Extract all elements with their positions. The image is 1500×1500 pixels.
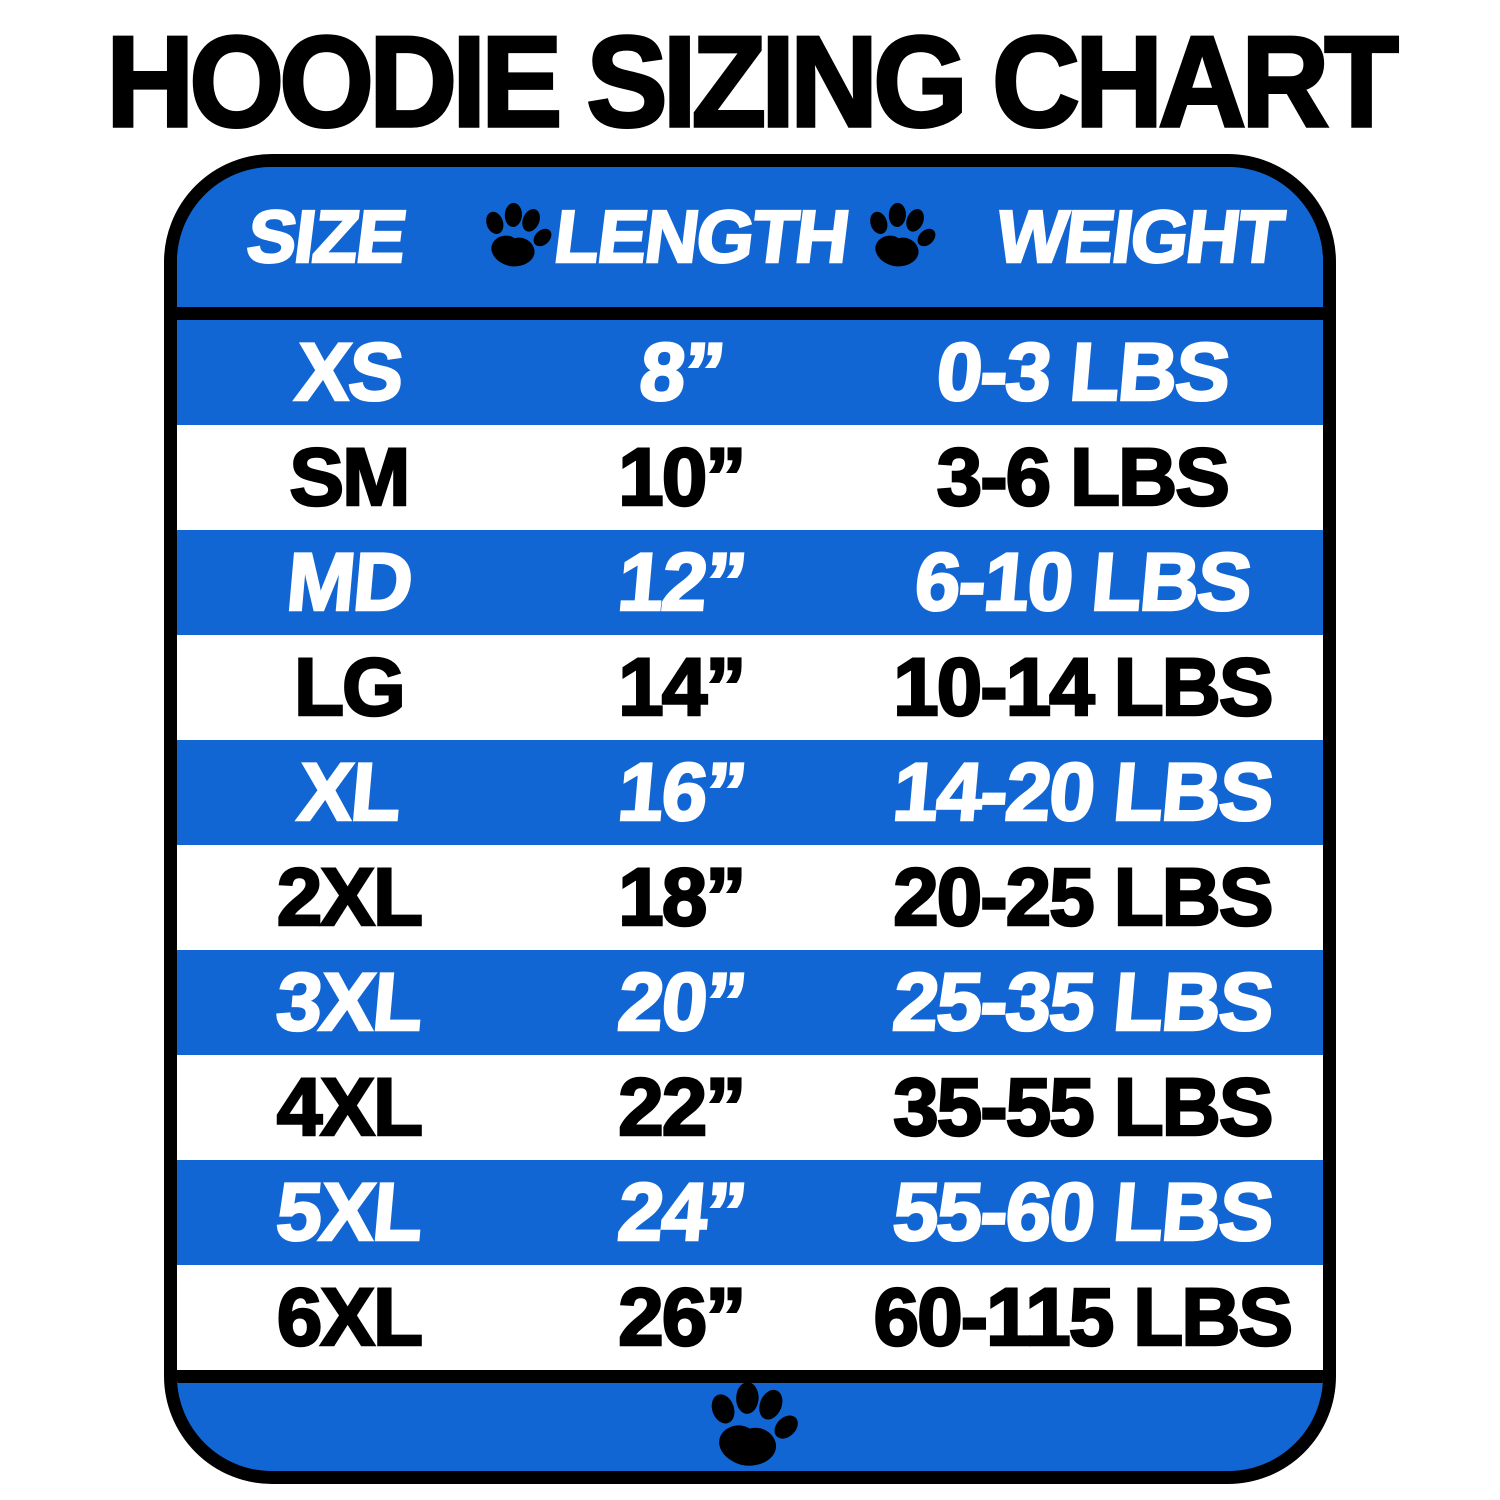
length-cell: 26” — [617, 1271, 748, 1363]
sizing-card: SIZE LENGTH WEIGHT XS 8” 0-3 LBS SM 10” 3-6 L… — [164, 154, 1336, 1484]
page-title: HOODIE SIZING CHART — [105, 9, 1401, 154]
length-cell: 22” — [617, 1061, 748, 1153]
size-cell: LG — [293, 641, 407, 733]
weight-cell: 14-20 LBS — [888, 745, 1277, 839]
weight-cell: 35-55 LBS — [892, 1061, 1275, 1153]
paw-icon — [859, 197, 943, 273]
size-cell: 4XL — [275, 1061, 424, 1153]
weight-cell: 3-6 LBS — [935, 431, 1231, 523]
size-cell: 3XL — [272, 955, 427, 1049]
table-row: 5XL 24” 55-60 LBS — [177, 1160, 1323, 1265]
length-cell: 20” — [613, 955, 750, 1049]
length-cell: 16” — [613, 745, 750, 839]
length-cell: 8” — [635, 325, 728, 419]
table-row: LG 14” 10-14 LBS — [177, 635, 1323, 740]
table-row: 6XL 26” 60-115 LBS — [177, 1265, 1323, 1370]
table-row: 2XL 18” 20-25 LBS — [177, 845, 1323, 950]
table-row: XS 8” 0-3 LBS — [177, 320, 1323, 425]
header-weight-label: WEIGHT — [991, 194, 1288, 280]
size-cell: MD — [282, 535, 416, 629]
size-cell: 5XL — [272, 1165, 427, 1259]
table-body: XS 8” 0-3 LBS SM 10” 3-6 LBS MD 12” 6-10 LBS LG 14… — [177, 320, 1323, 1370]
length-cell: 12” — [613, 535, 750, 629]
table-row: MD 12” 6-10 LBS — [177, 530, 1323, 635]
weight-cell: 55-60 LBS — [888, 1165, 1277, 1259]
weight-cell: 20-25 LBS — [892, 851, 1275, 943]
size-cell: SM — [288, 431, 411, 523]
weight-cell: 60-115 LBS — [872, 1271, 1294, 1363]
table-row: XL 16” 14-20 LBS — [177, 740, 1323, 845]
length-cell: 14” — [617, 641, 748, 733]
length-cell: 18” — [617, 851, 748, 943]
header-length-label: LENGTH — [549, 194, 854, 280]
size-cell: 6XL — [275, 1271, 424, 1363]
table-row: SM 10” 3-6 LBS — [177, 425, 1323, 530]
weight-cell: 25-35 LBS — [888, 955, 1277, 1049]
size-cell: XL — [293, 745, 404, 839]
header-size-label: SIZE — [241, 194, 410, 280]
size-cell: 2XL — [275, 851, 424, 943]
table-row: 3XL 20” 25-35 LBS — [177, 950, 1323, 1055]
length-cell: 10” — [617, 431, 748, 523]
weight-cell: 10-14 LBS — [892, 641, 1275, 733]
weight-cell: 0-3 LBS — [931, 325, 1233, 419]
weight-cell: 6-10 LBS — [910, 535, 1255, 629]
table-row: 4XL 22” 35-55 LBS — [177, 1055, 1323, 1160]
paw-icon — [699, 1375, 807, 1471]
table-header: SIZE LENGTH WEIGHT — [177, 167, 1323, 320]
card-footer — [177, 1370, 1323, 1471]
size-cell: XS — [291, 325, 407, 419]
length-cell: 24” — [613, 1165, 750, 1259]
paw-icon — [476, 197, 559, 273]
